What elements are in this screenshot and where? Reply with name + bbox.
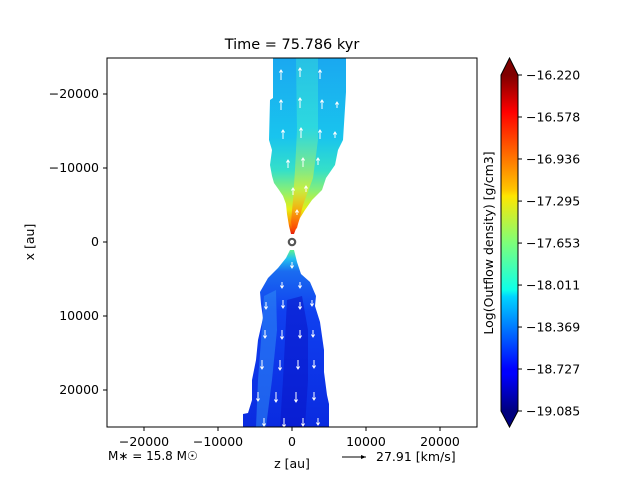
velocity-arrow (298, 127, 304, 138)
star-marker (287, 237, 297, 247)
velocity-arrow (310, 330, 316, 338)
colorbar-tick-label: −16.936 (526, 151, 580, 166)
velocity-arrow (273, 392, 279, 403)
velocity-arrow (295, 360, 301, 370)
velocity-arrow (290, 187, 296, 195)
colorbar-tick-label: −16.220 (526, 68, 580, 83)
velocity-arrow (263, 302, 269, 310)
y-tick-label: 10000 (59, 308, 99, 323)
velocity-arrow (315, 157, 321, 165)
velocity-arrow (311, 392, 317, 401)
velocity-arrow (262, 330, 268, 339)
colorbar-tick-label: −17.653 (526, 236, 580, 251)
velocity-arrow (317, 129, 323, 139)
velocity-arrow (279, 330, 285, 340)
velocity-arrow (297, 282, 303, 289)
colorbar: −16.220 −16.578 −16.936 −17.295 −17.653 −18.0… (481, 56, 580, 429)
velocity-arrow (317, 69, 323, 79)
velocity-arrow (319, 99, 325, 109)
upper-outflow-core (291, 58, 318, 232)
y-tick-label: −10000 (49, 160, 99, 175)
colorbar-tick-label: −16.578 (526, 109, 580, 124)
vector-key: 27.91 [km/s] (342, 449, 456, 464)
x-tick-label: −20000 (119, 434, 169, 449)
y-axis-label: x [au] (22, 224, 37, 261)
x-axis: −20000 −10000 0 10000 20000 z [au] (119, 427, 460, 471)
lower-outflow-dense-core (280, 296, 308, 427)
velocity-arrow (289, 262, 295, 269)
colorbar-extend-top (501, 58, 518, 75)
colorbar-extend-bottom (501, 411, 518, 427)
velocity-arrow (297, 330, 303, 339)
colorbar-tick-label: −18.011 (526, 278, 580, 293)
velocity-arrow (309, 300, 315, 307)
y-tick-label: −20000 (49, 86, 99, 101)
velocity-arrow (285, 159, 291, 168)
velocity-arrow (294, 209, 300, 215)
velocity-arrow (315, 418, 321, 426)
velocity-arrow (297, 302, 303, 310)
lower-outflow-side-channel (256, 290, 277, 427)
velocity-arrow (300, 157, 306, 167)
velocity-arrow (303, 185, 309, 192)
velocity-arrow (334, 101, 340, 108)
x-tick-label: 20000 (420, 434, 460, 449)
colorbar-tick-label: −17.295 (526, 194, 580, 209)
velocity-arrow (278, 69, 284, 80)
x-tick-label: −10000 (193, 434, 243, 449)
velocity-arrow (280, 300, 286, 309)
colorbar-label: Log(Outflow density) [g/cm3] (481, 151, 496, 334)
velocity-arrow (277, 360, 283, 371)
velocity-arrow (293, 392, 299, 403)
x-tick-label: 0 (288, 434, 296, 449)
velocity-arrow (261, 418, 267, 427)
chart-title: Time = 75.786 kyr (224, 37, 360, 53)
velocity-arrow (278, 99, 284, 110)
velocity-arrow (279, 282, 285, 289)
colorbar-tick-label: −19.085 (526, 404, 580, 419)
velocity-arrow (297, 97, 303, 108)
x-axis-label: z [au] (274, 456, 310, 471)
velocity-arrow (297, 67, 303, 77)
velocity-vectors (255, 67, 340, 427)
stellar-mass-label: M∗ = 15.8 M☉ (108, 449, 198, 463)
velocity-arrow (311, 360, 317, 369)
plot-area (243, 58, 346, 427)
y-tick-label: 0 (91, 234, 99, 249)
velocity-arrow (255, 392, 261, 402)
velocity-arrow (300, 418, 306, 427)
velocity-arrow (332, 131, 338, 138)
x-tick-label: 10000 (346, 434, 386, 449)
y-tick-label: 20000 (59, 382, 99, 397)
y-axis: −20000 −10000 0 10000 20000 x [au] (22, 86, 107, 397)
velocity-arrow (280, 129, 286, 139)
colorbar-fill (501, 75, 518, 411)
velocity-arrow (259, 360, 265, 370)
vector-key-label: 27.91 [km/s] (376, 449, 456, 464)
colorbar-tick-label: −18.727 (526, 362, 580, 377)
colorbar-tick-label: −18.369 (526, 320, 580, 335)
velocity-arrow (281, 418, 287, 427)
